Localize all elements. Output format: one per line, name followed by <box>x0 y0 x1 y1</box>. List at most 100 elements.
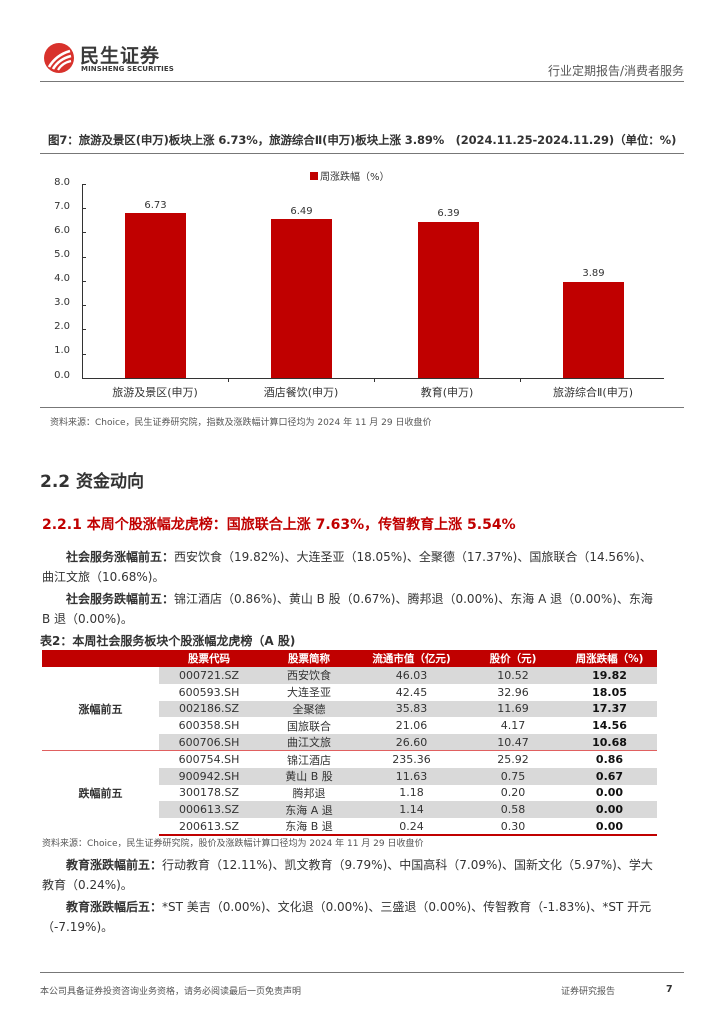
y-tick-label: 0.0 <box>54 370 70 381</box>
figure-title: 图7：旅游及景区(申万)板块上涨 6.73%，旅游综合Ⅱ(申万)板块上涨 3.8… <box>48 133 677 147</box>
x-axis <box>82 378 664 379</box>
cell-code: 600754.SH <box>159 750 259 768</box>
logo-chinese-text: 民生证券 <box>80 45 161 67</box>
bar-chart: 周涨跌幅（%） 8.0 7.0 6.0 5.0 4.0 3.0 2.0 1.0 … <box>40 160 684 400</box>
cell-price: 0.58 <box>464 801 562 819</box>
y-tick <box>82 257 86 258</box>
cell-cap: 35.83 <box>359 700 464 718</box>
page-number: 7 <box>666 984 673 995</box>
y-tick-label: 8.0 <box>54 177 70 188</box>
table-row: 600593.SH 大连圣亚 42.45 32.96 18.05 <box>42 684 657 701</box>
cell-cap: 1.18 <box>399 786 424 800</box>
y-tick-label: 5.0 <box>54 249 70 260</box>
cell-change: 0.00 <box>562 801 657 819</box>
paragraph-body: 锦江酒店（0.86%)、黄山 B 股（0.67%)、腾邦退（0.00%)、东海 … <box>42 592 653 626</box>
cell-change: 0.00 <box>562 818 657 837</box>
table-row: 900942.SH 黄山 B 股 11.63 0.75 0.67 <box>42 767 657 785</box>
header-divider <box>40 81 684 82</box>
x-tick <box>374 378 375 382</box>
paragraph-lead: 教育涨跌幅前五： <box>66 858 163 872</box>
table-source-note: 资料来源：Choice，民生证券研究院，股价及涨跌幅计算口径均为 2024 年 … <box>42 839 424 849</box>
cell-name: 黄山 B 股 <box>259 767 359 785</box>
section-heading: 2.2 资金动向 <box>40 472 145 492</box>
paragraph-education-bottom5: 教育涨跌幅后五：*ST 美吉（0.00%)、文化退（0.00%)、三盛退（0.0… <box>42 897 662 937</box>
company-logo: 民生证券 MINSHENG SECURITIES <box>44 40 184 78</box>
cell-name: 东海 A 退 <box>259 801 359 819</box>
table-row: 600358.SH 国旅联合 21.06 4.17 14.56 <box>42 717 657 734</box>
footer-divider <box>40 972 684 973</box>
logo-mark-icon <box>44 43 74 73</box>
y-tick-label: 7.0 <box>54 201 70 212</box>
cell-price: 32.96 <box>497 685 529 699</box>
y-tick <box>82 354 86 355</box>
x-category-label: 教育(申万) <box>420 386 474 399</box>
cell-price: 0.30 <box>464 818 562 837</box>
cell-name: 大连圣亚 <box>287 686 331 700</box>
bar-tourism-scenic <box>125 213 186 378</box>
paragraph-education-top5: 教育涨跌幅前五：行动教育（12.11%)、凯文教育（9.79%)、中国高科（7.… <box>42 855 662 895</box>
bar-value-label: 3.89 <box>582 268 605 279</box>
cell-cap: 235.36 <box>359 750 464 768</box>
cell-code: 200613.SZ <box>159 818 259 837</box>
cell-name: 西安饮食 <box>259 667 359 684</box>
figure-source-note: 资料来源：Choice，民生证券研究院，指数及涨跌幅计算口径均为 2024 年 … <box>50 418 432 428</box>
cell-name: 全聚德 <box>259 700 359 718</box>
x-tick <box>520 378 521 382</box>
table-row: 000613.SZ 东海 A 退 1.14 0.58 0.00 <box>42 801 657 819</box>
cell-code: 600706.SH <box>159 734 259 751</box>
cell-price: 4.17 <box>500 719 526 733</box>
report-category: 行业定期报告/消费者服务 <box>547 64 684 78</box>
group-label-losers: 跌幅前五 <box>42 750 159 836</box>
stock-ranking-table: 股票代码 股票简称 流通市值（亿元) 股价（元) 周涨跌幅（%) 涨幅前五 00… <box>42 650 657 837</box>
cell-cap: 0.24 <box>359 818 464 837</box>
cell-change: 0.86 <box>562 750 657 768</box>
y-tick <box>82 184 86 185</box>
x-category-label: 旅游及景区(申万) <box>112 386 198 399</box>
table-header-row: 股票代码 股票简称 流通市值（亿元) 股价（元) 周涨跌幅（%) <box>42 650 657 667</box>
column-header: 股价（元) <box>464 650 562 667</box>
cell-change: 0.00 <box>595 786 624 800</box>
paragraph-social-top5: 社会服务涨幅前五：西安饮食（19.82%)、大连圣亚（18.05%)、全聚德（1… <box>42 547 662 587</box>
table-title: 表2：本周社会服务板块个股涨幅龙虎榜（A 股) <box>40 634 296 648</box>
column-header: 流通市值（亿元) <box>359 650 464 667</box>
cell-price: 11.69 <box>464 700 562 718</box>
paragraph-social-bottom5: 社会服务跌幅前五：锦江酒店（0.86%)、黄山 B 股（0.67%)、腾邦退（0… <box>42 589 662 629</box>
table-row: 200613.SZ 东海 B 退 0.24 0.30 0.00 <box>42 818 657 837</box>
group-label-gainers: 涨幅前五 <box>42 667 159 751</box>
table-row: 002186.SZ 全聚德 35.83 11.69 17.37 <box>42 700 657 718</box>
cell-code: 000613.SZ <box>159 801 259 819</box>
cell-cap: 21.06 <box>395 719 428 733</box>
cell-name: 锦江酒店 <box>259 750 359 768</box>
paragraph-lead: 社会服务涨幅前五： <box>66 550 175 564</box>
cell-price: 10.47 <box>464 734 562 751</box>
cell-change: 17.37 <box>562 700 657 718</box>
bar-education <box>418 222 479 378</box>
paragraph-body: 西安饮食（19.82%)、大连圣亚（18.05%)、全聚德（17.37%)、国旅… <box>42 550 652 584</box>
bar-hotel-catering <box>271 219 332 378</box>
subsection-heading: 2.2.1 本周个股涨幅龙虎榜：国旅联合上涨 7.63%，传智教育上涨 5.54… <box>42 517 516 533</box>
cell-name: 腾邦退 <box>292 786 326 800</box>
cell-code: 900942.SH <box>159 767 259 785</box>
cell-code: 600358.SH <box>178 719 240 733</box>
figure-title-divider <box>40 153 684 154</box>
chart-bottom-divider <box>40 407 684 408</box>
legend-swatch-icon <box>310 171 318 180</box>
column-header: 股票代码 <box>159 650 259 667</box>
paragraph-lead: 教育涨跌幅后五： <box>66 900 163 914</box>
y-tick-label: 3.0 <box>54 297 70 308</box>
cell-code: 300178.SZ <box>178 786 239 800</box>
paragraph-body: 行动教育（12.11%)、凯文教育（9.79%)、中国高科（7.09%)、国新文… <box>42 858 653 892</box>
paragraph-body: *ST 美吉（0.00%)、文化退（0.00%)、三盛退（0.00%)、传智教育… <box>42 900 652 934</box>
cell-change: 19.82 <box>562 667 657 684</box>
cell-change: 18.05 <box>592 685 627 699</box>
table-row: 涨幅前五 000721.SZ 西安饮食 46.03 10.52 19.82 <box>42 667 657 751</box>
x-category-label: 旅游综合Ⅱ(申万) <box>553 386 633 399</box>
footer-disclaimer: 本公司具备证券投资咨询业务资格，请务必阅读最后一页免责声明 <box>40 987 302 997</box>
cell-price: 10.52 <box>464 667 562 684</box>
chart-legend: 周涨跌幅（%） <box>310 168 390 183</box>
cell-cap: 1.14 <box>359 801 464 819</box>
x-tick <box>228 378 229 382</box>
cell-change: 0.67 <box>562 767 657 785</box>
cell-name: 国旅联合 <box>287 719 331 733</box>
cell-cap: 11.63 <box>359 767 464 785</box>
